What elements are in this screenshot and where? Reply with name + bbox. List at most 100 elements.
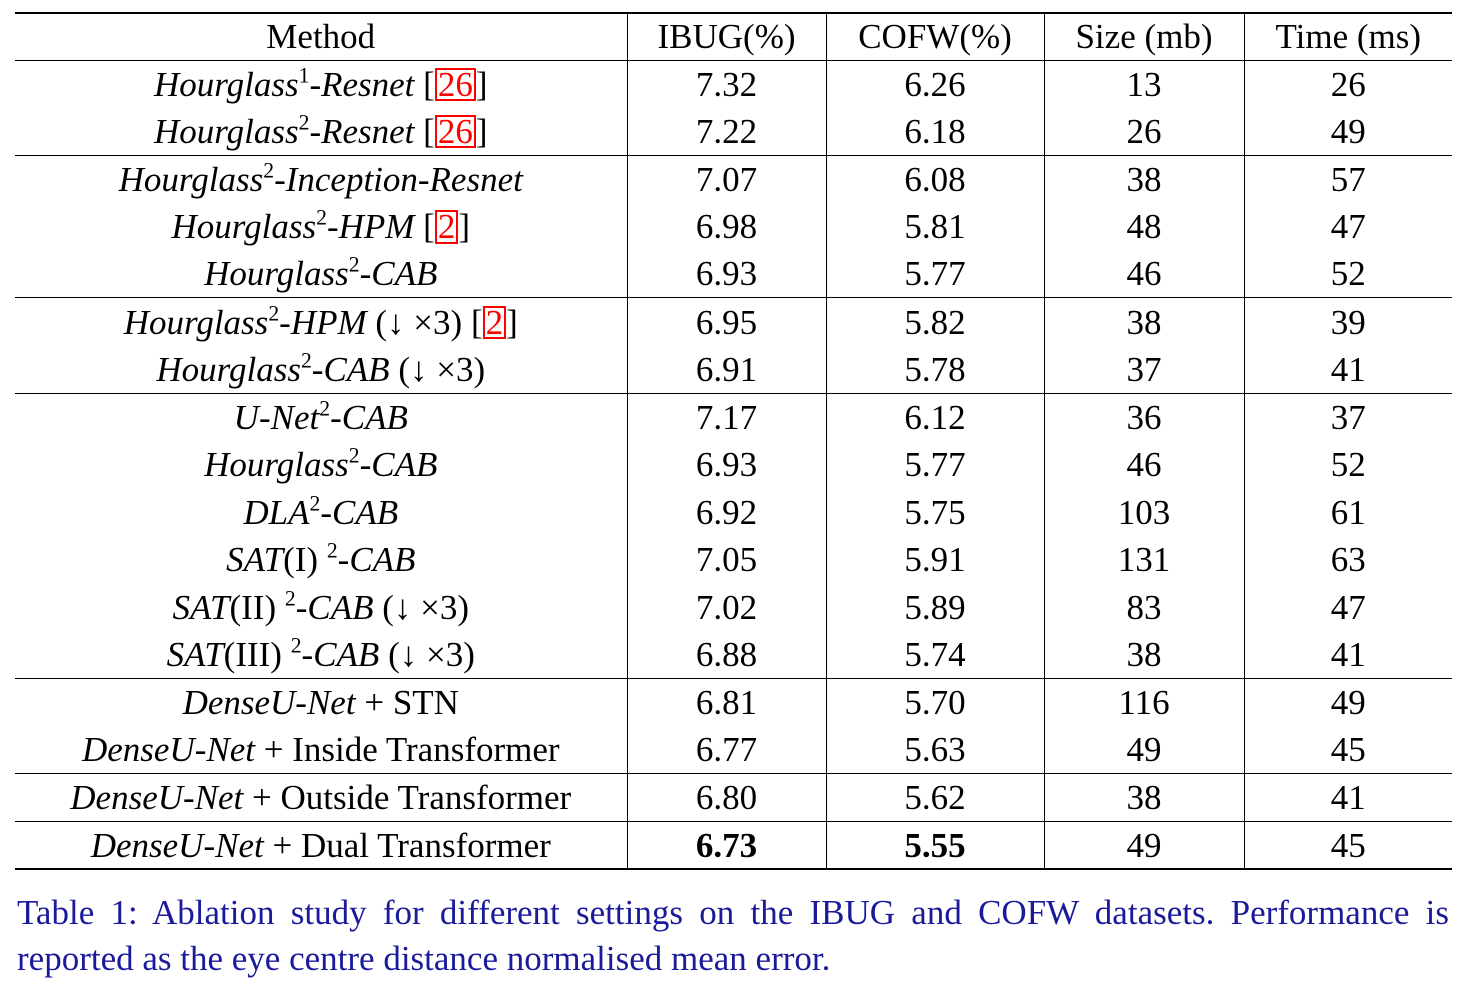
method-base-name: DenseU-Net bbox=[81, 730, 255, 770]
size-cell: 38 bbox=[1043, 631, 1244, 679]
method-cell: SAT(II) 2-CAB (↓ ×3) bbox=[15, 584, 627, 632]
table-row: Hourglass2-CAB 6.93 5.77 46 52 bbox=[15, 440, 1452, 489]
size-cell: 38 bbox=[1043, 773, 1244, 822]
ibug-cell: 6.80 bbox=[626, 773, 826, 822]
method-module: -CAB bbox=[295, 587, 374, 627]
cofw-cell: 5.74 bbox=[825, 631, 1044, 679]
method-variant: (I) bbox=[283, 540, 319, 580]
time-cell: 26 bbox=[1243, 60, 1452, 108]
cofw-cell: 6.26 bbox=[825, 60, 1044, 108]
method-cell: Hourglass2-HPM [2] bbox=[171, 205, 470, 247]
time-cell: 57 bbox=[1243, 154, 1452, 203]
time-cell: 49 bbox=[1243, 678, 1452, 727]
size-cell: 36 bbox=[1043, 392, 1244, 441]
table-row: DenseU-Net + Outside Transformer 6.80 5.62… bbox=[15, 773, 1452, 822]
size-cell: 131 bbox=[1043, 535, 1244, 584]
table-header-row: Method IBUG(%) COFW(%) Size (mb) Time (m… bbox=[15, 13, 1452, 60]
cofw-cell: 6.12 bbox=[825, 392, 1044, 441]
ibug-cell: 6.93 bbox=[626, 440, 826, 489]
downsample-note: (↓ ×3) bbox=[375, 302, 463, 342]
size-cell: 13 bbox=[1043, 60, 1244, 108]
method-base-name: SAT bbox=[226, 540, 284, 580]
cofw-cell: 5.77 bbox=[825, 250, 1044, 298]
time-cell: 45 bbox=[1243, 726, 1452, 774]
ablation-table: Method IBUG(%) COFW(%) Size (mb) Time (m… bbox=[15, 12, 1452, 871]
method-module: -CAB bbox=[320, 492, 399, 532]
time-cell: 63 bbox=[1243, 535, 1452, 584]
downsample-note: (↓ ×3) bbox=[398, 349, 486, 389]
method-cell: U-Net2-CAB bbox=[15, 392, 627, 441]
citation-link: 26 bbox=[434, 67, 476, 101]
method-cell: Hourglass2-Inception-Resnet bbox=[15, 154, 627, 203]
ibug-cell: 6.95 bbox=[626, 297, 826, 346]
header-time: Time (ms) bbox=[1243, 13, 1452, 60]
table-row: DenseU-Net + Dual Transformer 6.73 5.55 49 4… bbox=[15, 821, 1452, 870]
method-module: -CAB bbox=[311, 349, 390, 389]
ibug-cell: 6.81 bbox=[626, 678, 826, 727]
method-cell: Hourglass2-CAB (↓ ×3) bbox=[15, 346, 627, 394]
ibug-cell: 6.93 bbox=[626, 250, 826, 298]
method-cell: DenseU-Net + Inside Transformer bbox=[15, 726, 627, 774]
time-cell: 52 bbox=[1243, 440, 1452, 489]
method-cell: SAT(I) 2-CAB bbox=[15, 536, 627, 584]
cofw-cell: 5.55 bbox=[825, 821, 1044, 870]
method-base-name: Hourglass bbox=[204, 445, 349, 485]
method-module: -CAB bbox=[359, 445, 438, 485]
table-row: U-Net2-CAB 7.17 6.12 36 37 bbox=[15, 392, 1452, 441]
time-cell: 49 bbox=[1243, 107, 1452, 156]
cofw-cell: 5.70 bbox=[825, 678, 1044, 727]
stack-count: 2 bbox=[290, 633, 302, 658]
method-cell: DenseU-Net + Dual Transformer bbox=[15, 821, 627, 870]
citation-link: 2 bbox=[482, 305, 507, 339]
size-cell: 46 bbox=[1043, 440, 1244, 489]
method-base-name: Hourglass bbox=[154, 64, 299, 104]
stack-count: 2 bbox=[284, 586, 296, 611]
time-cell: 47 bbox=[1243, 202, 1452, 251]
stack-count: 2 bbox=[319, 396, 331, 421]
downsample-note: (↓ ×3) bbox=[382, 587, 470, 627]
table-row: Hourglass2-CAB 6.93 5.77 46 52 bbox=[15, 250, 1452, 298]
cofw-cell: 5.82 bbox=[825, 297, 1044, 346]
ibug-cell: 7.32 bbox=[626, 60, 826, 108]
method-cell: Hourglass2-CAB bbox=[15, 250, 627, 298]
stack-count: 2 bbox=[316, 205, 327, 230]
table-row: SAT(II) 2-CAB (↓ ×3) 7.02 5.89 83 47 bbox=[15, 583, 1452, 632]
ibug-cell: 6.91 bbox=[626, 345, 826, 394]
cofw-cell: 5.62 bbox=[825, 773, 1044, 822]
cofw-cell: 5.78 bbox=[825, 345, 1044, 394]
method-base-name: Hourglass bbox=[171, 207, 317, 247]
method-module: -Resnet bbox=[309, 111, 415, 151]
method-addon: + Outside Transformer bbox=[252, 778, 572, 818]
ibug-cell: 6.92 bbox=[626, 488, 826, 536]
header-method: Method bbox=[266, 17, 376, 57]
header-cofw: COFW(%) bbox=[825, 13, 1044, 60]
size-cell: 49 bbox=[1043, 726, 1244, 774]
size-cell: 46 bbox=[1043, 250, 1244, 298]
method-variant: (III) bbox=[223, 635, 282, 675]
time-cell: 47 bbox=[1243, 583, 1452, 632]
table-body: Hourglass1-Resnet [26] 7.32 6.26 13 26 Hourgl… bbox=[15, 60, 1452, 870]
method-base-name: Hourglass bbox=[204, 254, 349, 294]
method-base-name: U-Net bbox=[233, 397, 320, 437]
cofw-cell: 6.08 bbox=[825, 154, 1044, 203]
method-variant: (II) bbox=[229, 587, 277, 627]
ibug-cell: 6.77 bbox=[626, 726, 826, 774]
citation-link: 2 bbox=[434, 209, 459, 244]
table-row: DenseU-Net + Inside Transformer 6.77 5.63 4… bbox=[15, 726, 1452, 774]
stack-count: 2 bbox=[326, 538, 338, 563]
header-ibug: IBUG(%) bbox=[626, 13, 826, 60]
method-module: -HPM bbox=[279, 302, 367, 342]
method-base-name: DenseU-Net bbox=[70, 778, 244, 818]
method-base-name: DenseU-Net bbox=[182, 683, 356, 723]
method-addon: + Inside Transformer bbox=[263, 730, 560, 770]
method-base-name: Hourglass bbox=[123, 302, 269, 342]
size-cell: 38 bbox=[1043, 154, 1244, 203]
ibug-cell: 6.73 bbox=[626, 821, 826, 870]
method-module: -CAB bbox=[359, 254, 438, 294]
size-cell: 26 bbox=[1043, 107, 1244, 156]
method-module: -CAB bbox=[337, 540, 416, 580]
size-cell: 83 bbox=[1043, 583, 1244, 632]
stack-count: 2 bbox=[263, 158, 275, 183]
time-cell: 41 bbox=[1243, 773, 1452, 822]
ibug-cell: 7.07 bbox=[626, 154, 826, 203]
